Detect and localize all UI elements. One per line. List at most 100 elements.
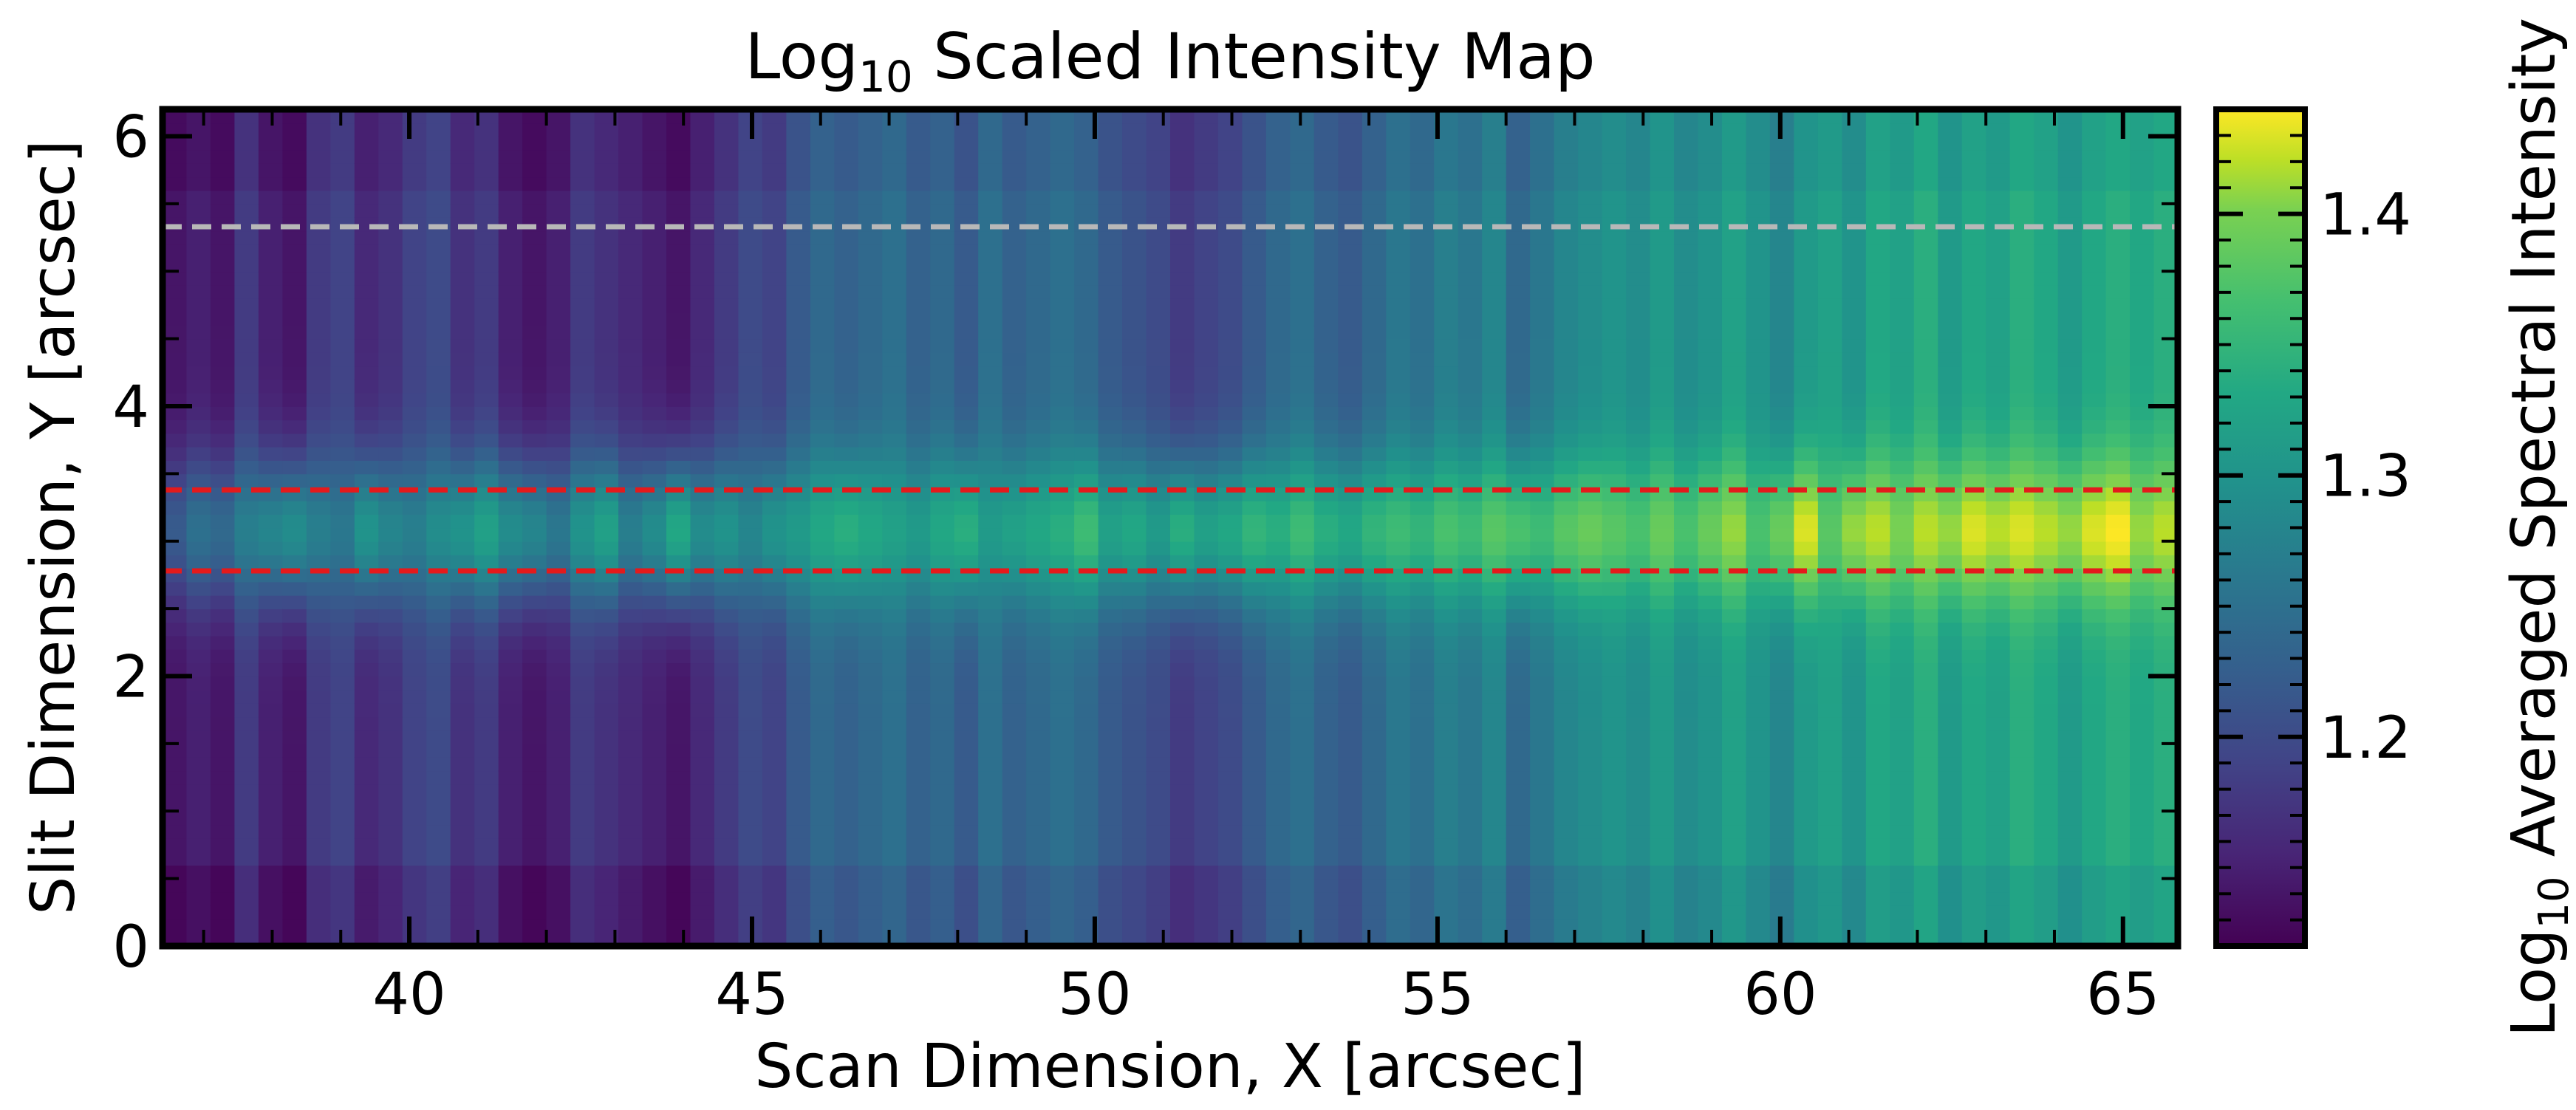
heatmap-cell [786, 271, 811, 286]
heatmap-cell [1986, 595, 2011, 609]
heatmap-cell [618, 743, 643, 758]
heatmap-cell [1098, 419, 1123, 434]
heatmap-cell [954, 581, 979, 596]
heatmap-cell [378, 163, 403, 178]
heatmap-cell [1913, 433, 1939, 448]
heatmap-cell [594, 865, 619, 880]
heatmap-cell [1217, 595, 1243, 609]
heatmap-cell [546, 366, 571, 380]
heatmap-cell [1890, 784, 1915, 798]
heatmap-cell [1002, 555, 1027, 569]
heatmap-cell [1265, 177, 1291, 191]
heatmap-cell [1506, 797, 1531, 812]
heatmap-cell [1626, 163, 1651, 178]
heatmap-cell [1769, 743, 1795, 758]
heatmap-cell [1050, 366, 1075, 380]
heatmap-cell [330, 433, 355, 448]
heatmap-cell [690, 500, 715, 515]
heatmap-cell [1026, 419, 1051, 434]
heatmap-cell [762, 878, 788, 893]
heatmap-cell [1482, 123, 1507, 137]
heatmap-cell [1578, 703, 1603, 718]
heatmap-cell [978, 770, 1003, 785]
heatmap-cell [714, 743, 739, 758]
heatmap-cell [1698, 258, 1723, 273]
heatmap-cell [163, 258, 188, 273]
heatmap-cell [906, 338, 932, 353]
heatmap-cell [2009, 689, 2035, 704]
heatmap-cell [1961, 149, 1986, 164]
heatmap-cell [1530, 163, 1555, 178]
heatmap-cell [1098, 366, 1123, 380]
heatmap-cell [786, 460, 811, 475]
heatmap-cell [1290, 366, 1315, 380]
heatmap-cell [834, 743, 859, 758]
heatmap-cell [163, 244, 188, 258]
heatmap-cell [306, 163, 332, 178]
heatmap-cell [834, 473, 859, 488]
heatmap-cell [1362, 433, 1387, 448]
heatmap-cell [1842, 379, 1867, 394]
heatmap-cell [1146, 258, 1171, 273]
heatmap-cell [210, 392, 236, 407]
heatmap-cell [1986, 325, 2011, 340]
heatmap-cell [1554, 689, 1579, 704]
heatmap-cell [930, 244, 955, 258]
heatmap-cell [1986, 770, 2011, 785]
heatmap-cell [1482, 527, 1507, 542]
heatmap-cell [450, 757, 475, 772]
heatmap-cell [282, 500, 307, 515]
heatmap-cell [402, 581, 428, 596]
heatmap-cell [690, 595, 715, 609]
heatmap-cell [186, 743, 211, 758]
heatmap-cell [474, 932, 499, 946]
heatmap-cell [714, 703, 739, 718]
heatmap-cell [306, 837, 332, 852]
heatmap-cell [1290, 635, 1315, 650]
heatmap-cell [1050, 203, 1075, 218]
heatmap-cell [834, 689, 859, 704]
heatmap-cell [690, 878, 715, 893]
heatmap-cell [642, 541, 667, 555]
heatmap-cell [714, 932, 739, 946]
heatmap-cell [402, 460, 428, 475]
heatmap-cell [618, 676, 643, 691]
heatmap-cell [1506, 757, 1531, 772]
heatmap-cell [1410, 419, 1435, 434]
heatmap-cell [282, 244, 307, 258]
heatmap-cell [2009, 811, 2035, 826]
heatmap-cell [1217, 757, 1243, 772]
heatmap-cell [1721, 703, 1747, 718]
heatmap-cell [1002, 703, 1027, 718]
heatmap-cell [1386, 338, 1411, 353]
heatmap-cell [1913, 784, 1939, 798]
heatmap-cell [666, 730, 691, 744]
heatmap-cell [1794, 123, 1819, 137]
heatmap-cell [906, 891, 932, 906]
heatmap-cell [1146, 446, 1171, 461]
heatmap-cell [1961, 716, 1986, 731]
heatmap-cell [1721, 392, 1747, 407]
heatmap-cell [1554, 149, 1579, 164]
heatmap-cell [1938, 136, 1963, 151]
heatmap-cell [1721, 500, 1747, 515]
heatmap-cell [2057, 609, 2083, 623]
heatmap-cell [1410, 716, 1435, 731]
heatmap-cell [1817, 338, 1843, 353]
heatmap-cell [978, 258, 1003, 273]
heatmap-cell [858, 824, 884, 839]
heatmap-cell [906, 932, 932, 946]
heatmap-cell [1313, 258, 1339, 273]
heatmap-cell [1122, 298, 1147, 312]
heatmap-cell [1530, 865, 1555, 880]
heatmap-cell [163, 284, 188, 299]
heatmap-cell [1074, 689, 1099, 704]
heatmap-cell [1482, 312, 1507, 326]
heatmap-cell [450, 500, 475, 515]
heatmap-cell [690, 824, 715, 839]
heatmap-cell [1146, 406, 1171, 421]
heatmap-cell [570, 163, 595, 178]
heatmap-cell [1506, 811, 1531, 826]
heatmap-cell [906, 298, 932, 312]
heatmap-cell [1650, 325, 1675, 340]
